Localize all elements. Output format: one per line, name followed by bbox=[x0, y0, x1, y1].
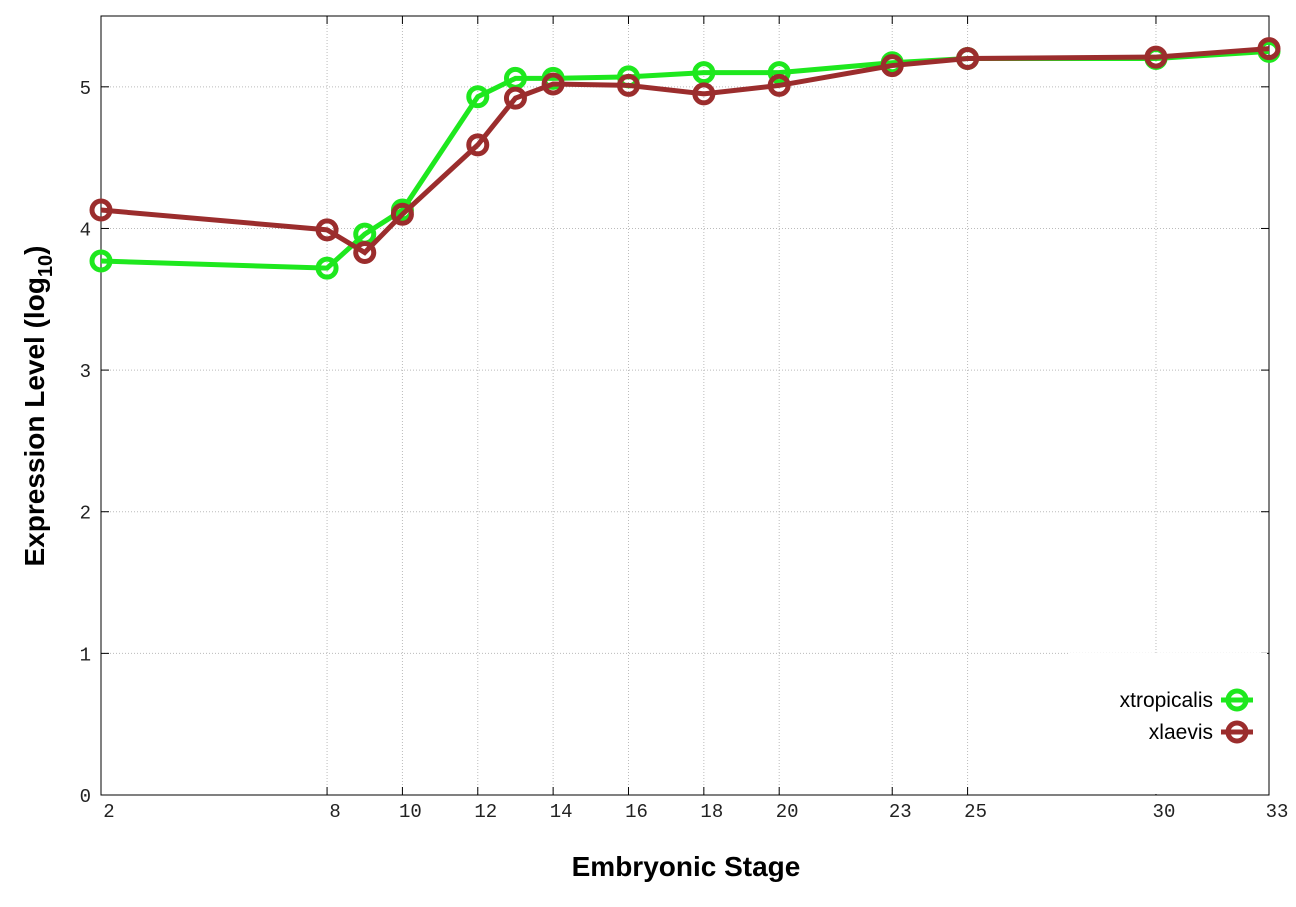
plot-frame bbox=[100, 15, 1270, 796]
data-point bbox=[767, 73, 791, 97]
x-axis-label: Embryonic Stage bbox=[572, 851, 801, 882]
x-tick-label: 18 bbox=[700, 801, 723, 823]
x-tick-label: 8 bbox=[329, 801, 340, 823]
legend-marker bbox=[1225, 688, 1249, 712]
data-point bbox=[616, 73, 640, 97]
x-tick-label: 25 bbox=[964, 801, 987, 823]
y-label-suffix: ) bbox=[19, 246, 50, 255]
x-tick-label: 16 bbox=[625, 801, 648, 823]
data-point bbox=[466, 85, 490, 109]
data-point bbox=[692, 82, 716, 106]
x-tick-label: 12 bbox=[474, 801, 497, 823]
data-point bbox=[89, 249, 113, 273]
x-tick-label: 2 bbox=[103, 801, 114, 823]
y-tick-label: 0 bbox=[80, 786, 91, 808]
data-point bbox=[692, 61, 716, 85]
data-point bbox=[315, 218, 339, 242]
series-line bbox=[100, 46, 1270, 256]
data-point bbox=[767, 61, 791, 85]
y-tick-label: 5 bbox=[80, 78, 91, 100]
data-point bbox=[880, 54, 904, 78]
x-tick-label: 20 bbox=[776, 801, 799, 823]
data-point bbox=[353, 241, 377, 265]
y-tick-label: 4 bbox=[80, 219, 91, 241]
data-point bbox=[541, 72, 565, 96]
data-point bbox=[1144, 45, 1168, 69]
y-label-text: Expression Level (log bbox=[19, 277, 50, 566]
x-tick-label: 23 bbox=[889, 801, 912, 823]
data-point bbox=[1257, 37, 1281, 61]
data-point bbox=[503, 86, 527, 110]
y-tick-label: 2 bbox=[80, 503, 91, 525]
data-point bbox=[466, 133, 490, 157]
data-point bbox=[956, 46, 980, 70]
x-tick-label: 30 bbox=[1153, 801, 1176, 823]
data-point bbox=[89, 198, 113, 222]
x-tick-label: 14 bbox=[550, 801, 573, 823]
data-point bbox=[390, 202, 414, 226]
series-line bbox=[100, 48, 1270, 271]
y-tick-label: 1 bbox=[80, 644, 91, 666]
x-tick-label: 33 bbox=[1266, 801, 1289, 823]
y-tick-label: 3 bbox=[80, 361, 91, 383]
y-axis-label: Expression Level (log10) bbox=[19, 246, 57, 567]
y-label-subscript: 10 bbox=[35, 255, 57, 277]
data-point bbox=[315, 256, 339, 280]
x-tick-label: 10 bbox=[399, 801, 422, 823]
legend-marker bbox=[1225, 720, 1249, 744]
legend-label: xtropicalis bbox=[1120, 689, 1213, 712]
legend-label: xlaevis bbox=[1149, 721, 1213, 744]
